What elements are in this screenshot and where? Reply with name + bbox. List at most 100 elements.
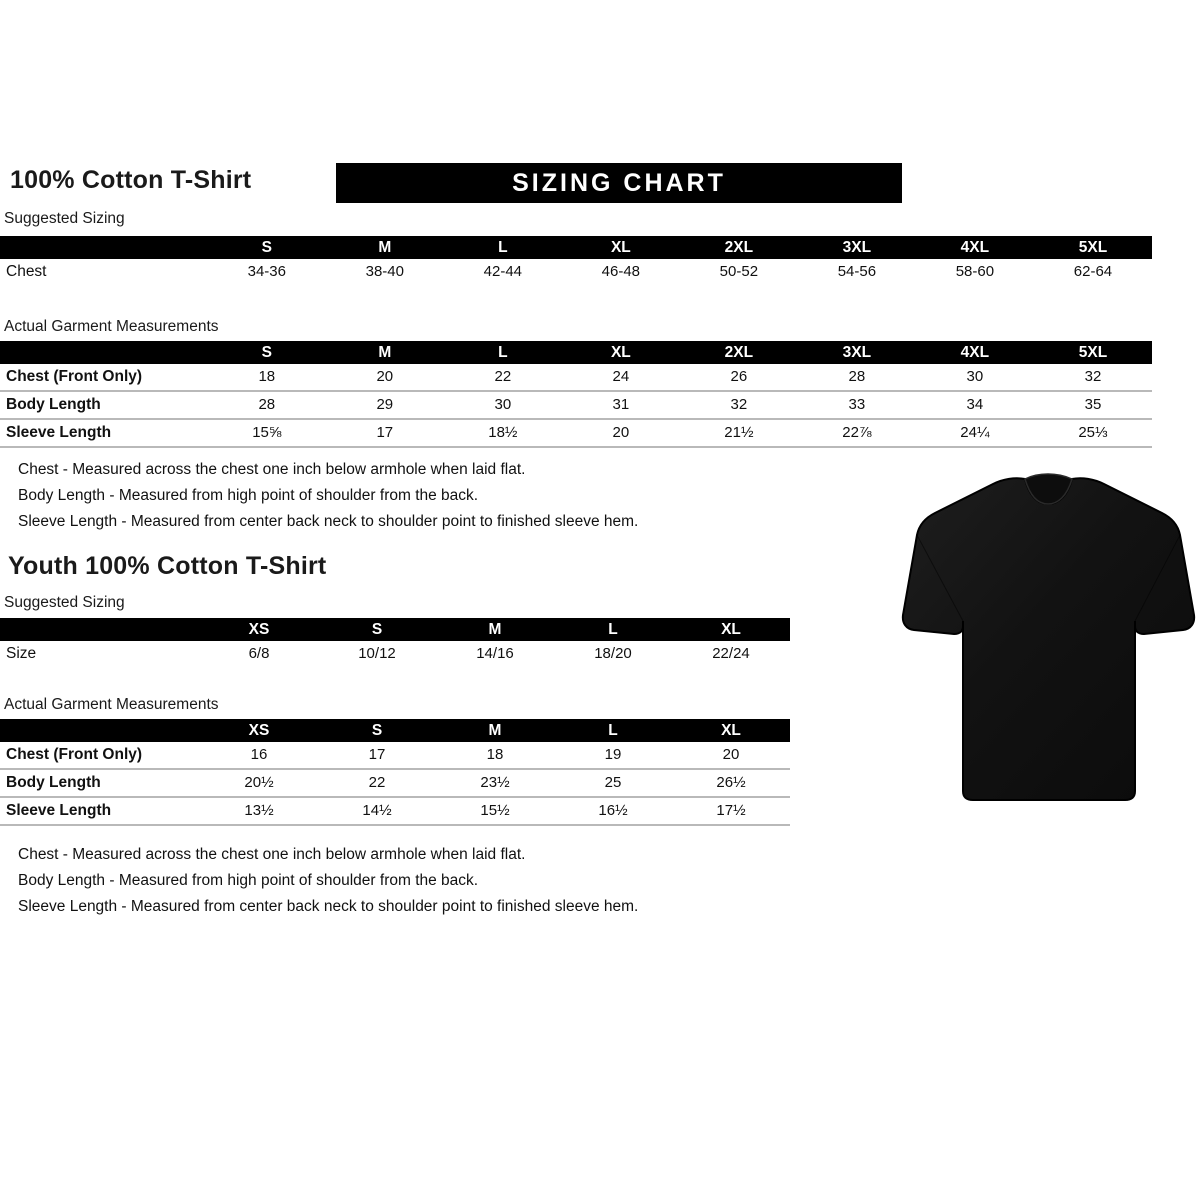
table-row: Chest 34-36 38-40 42-44 46-48 50-52 54-5… [0,259,1152,285]
tshirt-icon [901,473,1196,801]
adult-actual-chest-m: 20 [376,368,394,385]
youth-actual-chest-xl: 20 [722,746,740,763]
youth-actual-row-label-sleeve-length: Sleeve Length [0,796,200,826]
youth-suggested-header-row: XS S M L XL [0,618,790,641]
youth-suggested-size-xs: 6/8 [248,645,270,662]
adult-actual-body-5xl: 35 [1033,390,1152,419]
youth-note-sleeve: Sleeve Length - Measured from center bac… [18,898,639,915]
youth-actual-header-xl: XL [672,719,790,742]
adult-actual-chest-xl: 24 [612,368,630,385]
adult-actual-body-2xl: 32 [679,390,798,419]
table-row: Sleeve Length 15⅝ 17 18½ 20 21½ 22⅞ 24¼ … [0,418,1152,448]
adult-suggested-chest-2xl: 50-52 [719,263,759,280]
youth-actual-chest-s: 17 [368,746,386,763]
youth-suggested-header-m: M [436,618,554,641]
adult-actual-chest-4xl: 30 [966,368,984,385]
sizing-chart-banner: SIZING CHART [336,163,902,203]
adult-actual-row-label-body-length: Body Length [0,390,208,419]
adult-suggested-header-m: M [325,236,444,259]
youth-note-chest: Chest - Measured across the chest one in… [18,846,526,863]
adult-suggested-header-blank [0,236,208,259]
adult-suggested-chest-4xl: 58-60 [955,263,995,280]
adult-actual-body-l: 30 [443,390,562,419]
youth-suggested-header-blank [0,618,200,641]
table-row: Chest (Front Only) 16 17 18 19 20 [0,742,790,769]
adult-actual-sleeve-4xl: 24¼ [915,418,1034,448]
adult-suggested-header-2xl: 2XL [679,236,798,259]
adult-suggested-table: S M L XL 2XL 3XL 4XL 5XL Chest 34-36 38-… [0,236,1152,285]
youth-suggested-size-m: 14/16 [476,645,514,662]
youth-actual-chest-l: 19 [604,746,622,763]
table-row: Size 6/8 10/12 14/16 18/20 22/24 [0,641,790,667]
adult-suggested-chest-3xl: 54-56 [837,263,877,280]
adult-note-sleeve: Sleeve Length - Measured from center bac… [18,513,639,530]
adult-actual-header-l: L [443,341,562,364]
adult-actual-header-5xl: 5XL [1033,341,1152,364]
adult-actual-sleeve-m: 17 [325,418,444,448]
adult-actual-body-3xl: 33 [797,390,916,419]
adult-actual-body-s: 28 [207,390,326,419]
adult-actual-row-label-sleeve-length: Sleeve Length [0,418,208,448]
youth-suggested-size-s: 10/12 [358,645,396,662]
adult-suggested-chest-l: 42-44 [483,263,523,280]
table-row: Body Length 28 29 30 31 32 33 34 35 [0,390,1152,419]
adult-actual-body-4xl: 34 [915,390,1034,419]
youth-suggested-header-l: L [554,618,672,641]
youth-actual-body-xs: 20½ [200,768,318,797]
adult-suggested-header-5xl: 5XL [1033,236,1152,259]
youth-actual-chest-xs: 16 [250,746,268,763]
adult-actual-sleeve-5xl: 25⅓ [1033,418,1152,448]
youth-suggested-table: XS S M L XL Size 6/8 10/12 14/16 18/20 2… [0,618,790,667]
adult-actual-body-m: 29 [325,390,444,419]
adult-suggested-header-xl: XL [561,236,680,259]
adult-actual-table: S M L XL 2XL 3XL 4XL 5XL Chest (Front On… [0,341,1152,448]
youth-notes: Chest - Measured across the chest one in… [18,842,638,920]
youth-actual-body-s: 22 [318,768,436,797]
youth-actual-sleeve-xl: 17½ [672,796,790,826]
adult-actual-chest-l: 22 [494,368,512,385]
youth-suggested-row-label-size: Size [6,645,37,662]
adult-suggested-chest-m: 38-40 [365,263,404,280]
adult-suggested-header-s: S [207,236,326,259]
adult-actual-header-4xl: 4XL [915,341,1034,364]
youth-actual-body-l: 25 [554,768,672,797]
adult-actual-sleeve-xl: 20 [561,418,680,448]
youth-actual-sleeve-s: 14½ [318,796,436,826]
youth-actual-caption: Actual Garment Measurements [4,696,219,713]
adult-actual-header-blank [0,341,208,364]
youth-actual-body-m: 23½ [436,768,554,797]
youth-suggested-size-xl: 22/24 [712,645,750,662]
youth-suggested-header-xs: XS [200,618,318,641]
adult-actual-body-xl: 31 [561,390,680,419]
youth-suggested-caption: Suggested Sizing [4,594,125,611]
adult-title-row: 100% Cotton T-Shirt [10,166,251,195]
adult-actual-header-m: M [325,341,444,364]
youth-suggested-size-l: 18/20 [594,645,632,662]
adult-actual-sleeve-s: 15⅝ [207,418,326,448]
adult-actual-header-xl: XL [561,341,680,364]
adult-actual-chest-3xl: 28 [848,368,866,385]
sizing-chart-banner-label: SIZING CHART [512,168,726,197]
youth-actual-header-m: M [436,719,554,742]
adult-suggested-header-3xl: 3XL [797,236,916,259]
youth-actual-row-label-chest: Chest (Front Only) [6,746,143,763]
adult-suggested-header-l: L [443,236,562,259]
youth-actual-header-xs: XS [200,719,318,742]
adult-note-chest: Chest - Measured across the chest one in… [18,461,526,478]
youth-actual-header-l: L [554,719,672,742]
adult-notes: Chest - Measured across the chest one in… [18,457,638,535]
youth-actual-body-xl: 26½ [672,768,790,797]
youth-actual-row-label-body-length: Body Length [0,768,200,797]
youth-note-body: Body Length - Measured from high point o… [18,872,479,889]
adult-suggested-chest-5xl: 62-64 [1073,263,1113,280]
adult-suggested-chest-xl: 46-48 [601,263,641,280]
adult-actual-sleeve-l: 18½ [443,418,562,448]
youth-actual-table: XS S M L XL Chest (Front Only) 16 17 18 … [0,719,790,826]
youth-actual-header-s: S [318,719,436,742]
youth-actual-header-blank [0,719,200,742]
youth-actual-sleeve-m: 15½ [436,796,554,826]
youth-actual-header-row: XS S M L XL [0,719,790,742]
youth-actual-sleeve-xs: 13½ [200,796,318,826]
youth-suggested-header-s: S [318,618,436,641]
